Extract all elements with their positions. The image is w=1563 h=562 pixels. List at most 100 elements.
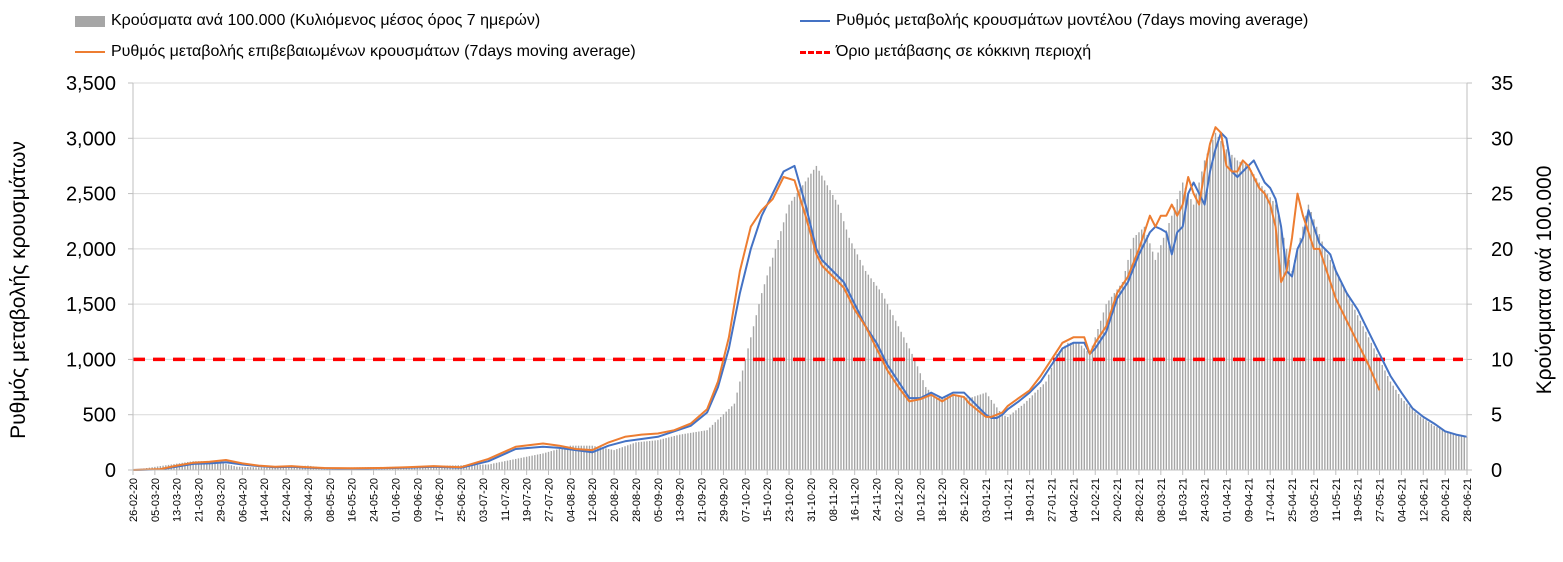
case-bar: [1015, 410, 1017, 470]
case-bar: [788, 204, 790, 470]
case-bar: [1097, 329, 1099, 470]
case-bar: [810, 173, 812, 470]
case-bar: [782, 222, 785, 470]
case-bar: [282, 467, 285, 470]
x-tick-label: 21-09-20: [697, 478, 709, 522]
case-bar: [230, 465, 233, 470]
case-bar: [1212, 139, 1214, 471]
case-bar: [550, 451, 552, 470]
case-bar: [889, 309, 891, 470]
case-bar: [594, 446, 596, 470]
case-bar: [826, 185, 829, 470]
model-rate-line: [132, 131, 1468, 471]
case-bar: [935, 398, 938, 470]
y-tick-label-right: 35: [1491, 73, 1513, 95]
case-bar: [1121, 282, 1124, 470]
case-bar: [613, 450, 615, 470]
case-bar: [911, 353, 913, 470]
case-bar: [952, 394, 954, 470]
case-bar: [1283, 237, 1285, 470]
case-bar: [1378, 359, 1381, 470]
case-bar: [1162, 237, 1165, 470]
y-tick-label-left: 2,000: [66, 239, 116, 261]
legend-swatch-blue-line: [800, 20, 830, 22]
case-bar: [238, 466, 241, 470]
case-bar: [1206, 153, 1209, 470]
legend-cases-per-100k: Κρούσματα ανά 100.000 (Κυλιόμενος μέσος …: [75, 12, 540, 30]
case-bar: [1384, 370, 1386, 470]
case-bar: [747, 348, 749, 470]
case-bar: [586, 445, 588, 470]
case-bar: [1154, 259, 1157, 470]
case-bar: [1220, 141, 1222, 471]
case-bar: [1269, 197, 1271, 470]
case-bar: [1411, 409, 1414, 470]
case-bar: [886, 304, 889, 470]
case-bar: [646, 441, 648, 470]
case-bar: [933, 395, 935, 470]
case-bar: [739, 381, 741, 470]
x-tick-label: 08-11-20: [828, 478, 840, 521]
case-bar: [569, 445, 572, 470]
case-bar: [870, 278, 872, 470]
case-bar: [219, 462, 222, 470]
cases-bars: [135, 132, 1468, 471]
x-tick-label: 26-02-20: [128, 478, 140, 522]
case-bar: [1143, 226, 1146, 470]
case-bar: [662, 438, 665, 470]
case-bar: [892, 315, 894, 470]
case-bar: [1460, 435, 1463, 470]
case-bar: [1321, 241, 1323, 470]
case-bar: [1168, 223, 1170, 470]
case-bar: [260, 467, 263, 470]
case-bar: [1414, 411, 1416, 470]
case-bar: [1299, 237, 1301, 470]
case-bar: [610, 449, 613, 470]
legend-label-cases: Κρούσματα ανά 100.000 (Κυλιόμενος μέσος …: [111, 12, 541, 29]
case-bar: [217, 461, 219, 470]
case-bar: [498, 462, 501, 470]
case-bar: [468, 464, 470, 470]
case-bar: [542, 453, 544, 470]
case-bar: [1146, 235, 1148, 470]
case-bar: [1397, 393, 1400, 470]
x-tick-label: 16-03-21: [1178, 478, 1190, 522]
case-bar: [520, 457, 522, 470]
case-bar: [605, 448, 607, 470]
x-tick-label: 20-02-21: [1112, 478, 1124, 522]
case-bar: [1343, 287, 1345, 470]
case-bar: [1239, 161, 1241, 470]
case-bar: [1425, 420, 1427, 470]
confirmed-rate-line: [132, 126, 1381, 471]
case-bar: [1099, 320, 1102, 470]
case-bar: [1365, 331, 1367, 470]
case-bar: [804, 181, 807, 470]
case-bar: [665, 438, 667, 470]
case-bar: [777, 240, 779, 470]
case-bar: [591, 445, 593, 470]
case-bar: [515, 458, 517, 470]
case-bar: [1419, 416, 1422, 470]
case-bar: [227, 464, 230, 470]
y-tick-label-left: 3,500: [66, 73, 116, 95]
case-bar: [785, 213, 788, 470]
case-bar: [424, 466, 427, 470]
case-bar: [1337, 276, 1340, 470]
y-tick-label-right: 30: [1491, 128, 1513, 150]
case-bar: [1157, 252, 1159, 470]
case-bar: [599, 447, 602, 470]
case-bar: [1173, 207, 1176, 470]
case-bar: [638, 442, 640, 470]
case-bar: [1329, 259, 1332, 470]
case-bar: [214, 461, 216, 470]
case-bar: [277, 467, 279, 470]
case-bar: [938, 397, 941, 470]
case-bar: [1452, 434, 1455, 470]
case-bar: [657, 440, 659, 470]
case-bar: [761, 293, 763, 470]
y-tick-label-left: 2,500: [66, 184, 116, 206]
case-bar: [654, 440, 656, 470]
x-tick-label: 26-12-20: [959, 478, 971, 522]
case-bar: [225, 463, 227, 470]
